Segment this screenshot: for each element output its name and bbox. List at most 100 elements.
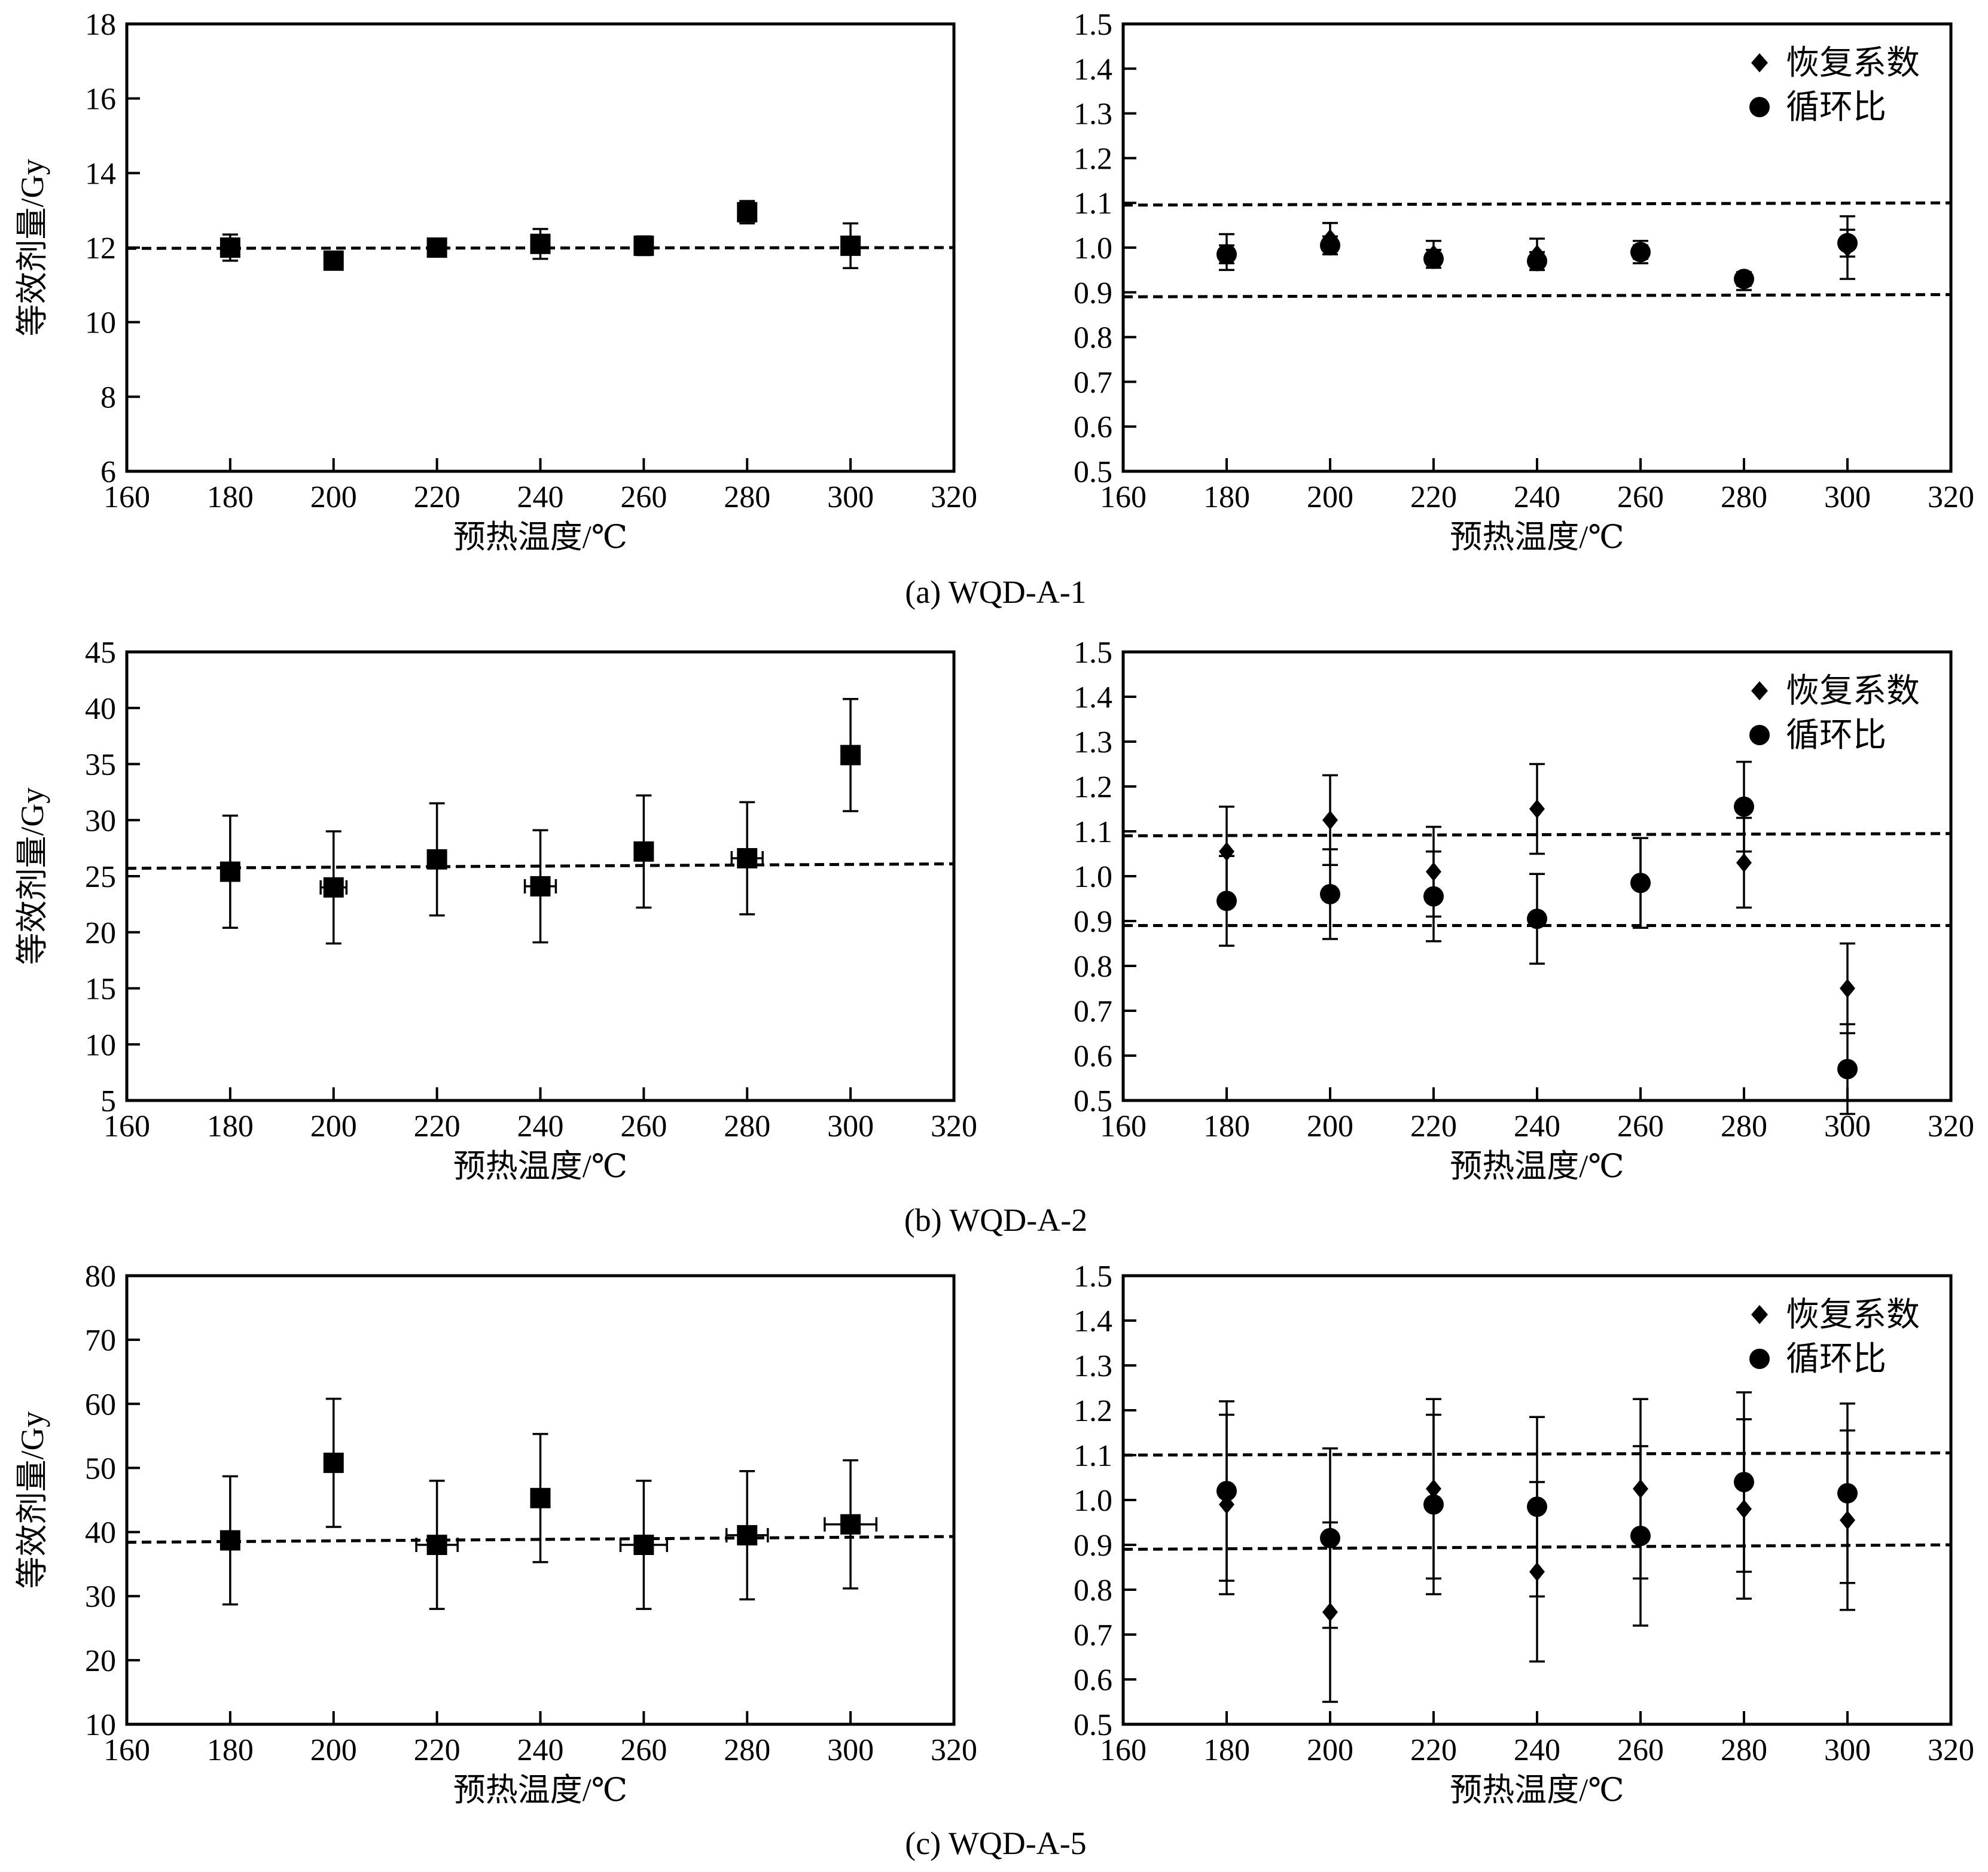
data-point-square (840, 745, 861, 766)
y-tick-label: 10 (85, 1708, 116, 1742)
x-tick-label: 240 (517, 480, 564, 514)
x-tick-label: 240 (1514, 1733, 1560, 1767)
data-point-square (530, 1487, 551, 1508)
y-tick-label: 1.3 (1074, 725, 1112, 760)
y-tick-label: 0.7 (1074, 365, 1112, 400)
y-tick-label: 0.6 (1074, 1663, 1112, 1697)
legend-label: 循环比 (1786, 717, 1886, 754)
legend-label: 恢复系数 (1786, 673, 1920, 710)
x-tick-label: 240 (1514, 1109, 1560, 1144)
x-tick-label: 260 (1617, 480, 1664, 514)
y-tick-label: 60 (85, 1388, 116, 1422)
x-axis-label: 预热温度/℃ (1450, 519, 1624, 555)
data-point-square (426, 849, 447, 870)
y-tick-label: 0.9 (1074, 276, 1112, 310)
y-tick-label: 6 (100, 455, 116, 489)
x-tick-label: 280 (1721, 1733, 1767, 1767)
legend-label: 循环比 (1786, 1341, 1886, 1378)
data-point-circle (1630, 873, 1651, 894)
x-tick-label: 180 (207, 1733, 254, 1767)
y-tick-label: 40 (85, 692, 116, 726)
x-tick-label: 180 (207, 480, 254, 514)
figure-caption: (c) WQD-A-5 (905, 1825, 1086, 1861)
reference-line (126, 1535, 955, 1544)
y-axis-label: 等效剂量/Gy (14, 788, 50, 965)
data-point-circle (1320, 884, 1340, 904)
data-point-circle (1320, 1528, 1340, 1548)
legend-diamond-icon (1751, 53, 1768, 72)
y-tick-label: 0.5 (1074, 1084, 1112, 1118)
y-tick-label: 1.1 (1074, 1439, 1112, 1473)
data-point-circle (1216, 891, 1237, 911)
data-point-circle (1630, 242, 1651, 263)
data-point-square (530, 233, 551, 254)
x-tick-label: 260 (1617, 1733, 1664, 1767)
x-tick-label: 300 (1824, 1109, 1871, 1144)
x-tick-label: 200 (1307, 1109, 1353, 1144)
y-tick-label: 10 (85, 1028, 116, 1062)
x-tick-label: 280 (724, 1109, 770, 1144)
x-tick-label: 300 (827, 1109, 874, 1144)
data-point-circle (1527, 908, 1547, 929)
x-tick-label: 220 (1410, 480, 1457, 514)
data-point-diamond (1322, 810, 1338, 830)
y-tick-label: 0.6 (1074, 1039, 1112, 1074)
reference-line (1123, 1543, 1952, 1551)
x-tick-label: 200 (1307, 1733, 1353, 1767)
legend-diamond-icon (1751, 681, 1768, 700)
reference-line (126, 862, 955, 870)
x-tick-label: 220 (414, 1733, 461, 1767)
y-tick-label: 80 (85, 1260, 116, 1294)
reference-line (1123, 201, 1952, 207)
y-tick-label: 30 (85, 1580, 116, 1614)
data-point-square (323, 877, 344, 898)
data-point-diamond (1529, 799, 1545, 819)
y-tick-label: 1.1 (1074, 187, 1112, 221)
y-tick-label: 1.5 (1074, 636, 1112, 670)
y-tick-label: 30 (85, 804, 116, 838)
chart-panel-2: 160 180 200 220 240 260 280 300 320 0.5 0.6 0.7 0.8 0… (1074, 8, 1974, 555)
x-axis-label: 预热温度/℃ (1450, 1772, 1624, 1808)
data-point-square (840, 1514, 861, 1535)
x-tick-label: 220 (1410, 1733, 1457, 1767)
x-tick-label: 280 (1721, 480, 1767, 514)
data-point-circle (1216, 244, 1237, 265)
x-tick-label: 260 (620, 1109, 667, 1144)
data-point-circle (1734, 796, 1754, 817)
data-point-square (426, 237, 447, 258)
chart-panel-3: 160 180 200 220 240 260 280 300 320 5 10 15 20 25 30 35… (14, 636, 977, 1184)
y-tick-label: 40 (85, 1516, 116, 1550)
y-tick-label: 5 (100, 1084, 116, 1118)
legend-circle-icon (1749, 97, 1770, 117)
x-tick-label: 160 (1100, 1733, 1147, 1767)
y-tick-label: 14 (85, 157, 116, 191)
x-tick-label: 200 (310, 1109, 357, 1144)
y-axis-label: 等效剂量/Gy (14, 1411, 50, 1589)
x-tick-label: 240 (517, 1109, 564, 1144)
x-tick-label: 280 (724, 480, 770, 514)
x-tick-label: 200 (310, 1733, 357, 1767)
data-point-circle (1837, 1059, 1858, 1080)
y-tick-label: 1.2 (1074, 1394, 1112, 1428)
y-tick-label: 1.0 (1074, 860, 1112, 894)
x-tick-label: 320 (1928, 480, 1974, 514)
data-point-square (633, 235, 654, 256)
y-tick-label: 0.7 (1074, 1618, 1112, 1653)
x-tick-label: 280 (724, 1733, 770, 1767)
y-tick-label: 0.5 (1074, 455, 1112, 489)
x-tick-label: 320 (931, 1109, 977, 1144)
data-point-circle (1734, 269, 1754, 289)
x-tick-label: 160 (103, 1109, 150, 1144)
y-tick-label: 20 (85, 916, 116, 950)
data-point-diamond (1840, 978, 1855, 998)
data-point-square (737, 1525, 758, 1545)
x-tick-label: 220 (414, 480, 461, 514)
y-tick-label: 1.3 (1074, 97, 1112, 132)
chart-panel-1: 160 180 200 220 240 260 280 300 320 6 8 10 12 14 16 18 预… (14, 8, 977, 555)
y-tick-label: 1.2 (1074, 142, 1112, 176)
x-tick-label: 220 (414, 1109, 461, 1144)
x-tick-label: 260 (620, 1733, 667, 1767)
x-tick-label: 320 (1928, 1109, 1974, 1144)
y-tick-label: 16 (85, 83, 116, 117)
